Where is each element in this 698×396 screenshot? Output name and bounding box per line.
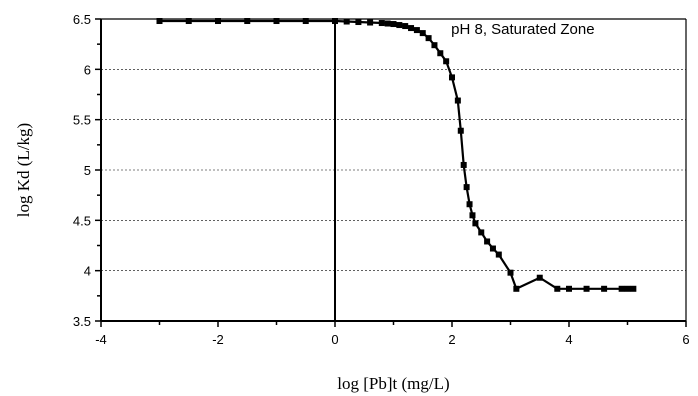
- x-axis-title: log [Pb]t (mg/L): [337, 374, 449, 393]
- data-point: [583, 285, 590, 292]
- data-point: [507, 269, 514, 276]
- data-series: [156, 18, 637, 292]
- x-tick-labels: -4 -2 0 2 4 6: [95, 332, 689, 347]
- data-point: [443, 58, 450, 65]
- data-point: [630, 285, 637, 292]
- data-point: [413, 27, 420, 34]
- y-tick-label: 4: [84, 264, 91, 279]
- gridlines: [101, 18, 686, 271]
- x-tick-label: -2: [212, 332, 224, 347]
- data-point: [378, 20, 385, 27]
- y-axis-title: log Kd (L/kg): [14, 123, 33, 217]
- data-point: [463, 184, 470, 191]
- data-point: [513, 285, 520, 292]
- data-point: [566, 285, 572, 292]
- data-point: [367, 19, 374, 26]
- data-point: [425, 35, 432, 42]
- data-point: [478, 229, 485, 236]
- data-point: [460, 161, 467, 168]
- data-point: [618, 285, 625, 292]
- data-point: [601, 285, 608, 292]
- y-tick-labels: 3.5 4 4.5 5 5.5 6 6.5: [73, 12, 91, 329]
- data-point: [554, 285, 561, 292]
- data-point: [449, 74, 455, 81]
- data-point: [355, 19, 362, 26]
- y-tick-label: 5.5: [73, 113, 91, 128]
- data-point: [244, 18, 251, 25]
- data-point: [332, 18, 338, 25]
- y-tick-label: 4.5: [73, 213, 91, 228]
- data-point: [431, 42, 438, 49]
- data-point: [624, 285, 631, 292]
- y-tick-label: 5: [84, 163, 91, 178]
- data-point: [156, 18, 163, 25]
- data-point: [536, 274, 543, 281]
- x-tick-label: 2: [448, 332, 455, 347]
- x-tick-label: 6: [682, 332, 689, 347]
- data-point: [472, 220, 479, 227]
- ticks: [95, 18, 687, 327]
- data-point: [457, 127, 464, 134]
- data-point: [469, 212, 476, 219]
- x-tick-label: 4: [565, 332, 572, 347]
- data-point: [495, 251, 502, 258]
- data-point: [302, 18, 309, 25]
- data-point: [396, 22, 403, 29]
- data-point: [419, 30, 426, 37]
- data-point: [215, 18, 221, 25]
- data-point: [437, 50, 444, 57]
- x-tick-label: 0: [331, 332, 338, 347]
- data-point: [454, 97, 461, 104]
- data-point: [489, 245, 496, 252]
- data-point: [484, 238, 491, 245]
- data-point: [408, 25, 415, 32]
- y-tick-label: 3.5: [73, 314, 91, 329]
- data-point: [384, 20, 391, 27]
- data-point: [402, 23, 409, 30]
- data-point: [343, 18, 350, 25]
- data-point: [273, 18, 280, 25]
- y-tick-label: 6: [84, 62, 91, 77]
- data-point: [185, 18, 192, 25]
- y-tick-label: 6.5: [73, 12, 91, 27]
- data-point: [466, 201, 473, 208]
- chart-annotation: pH 8, Saturated Zone: [451, 21, 594, 38]
- data-point: [390, 21, 397, 28]
- series-line: [159, 19, 634, 291]
- x-tick-label: -4: [95, 332, 107, 347]
